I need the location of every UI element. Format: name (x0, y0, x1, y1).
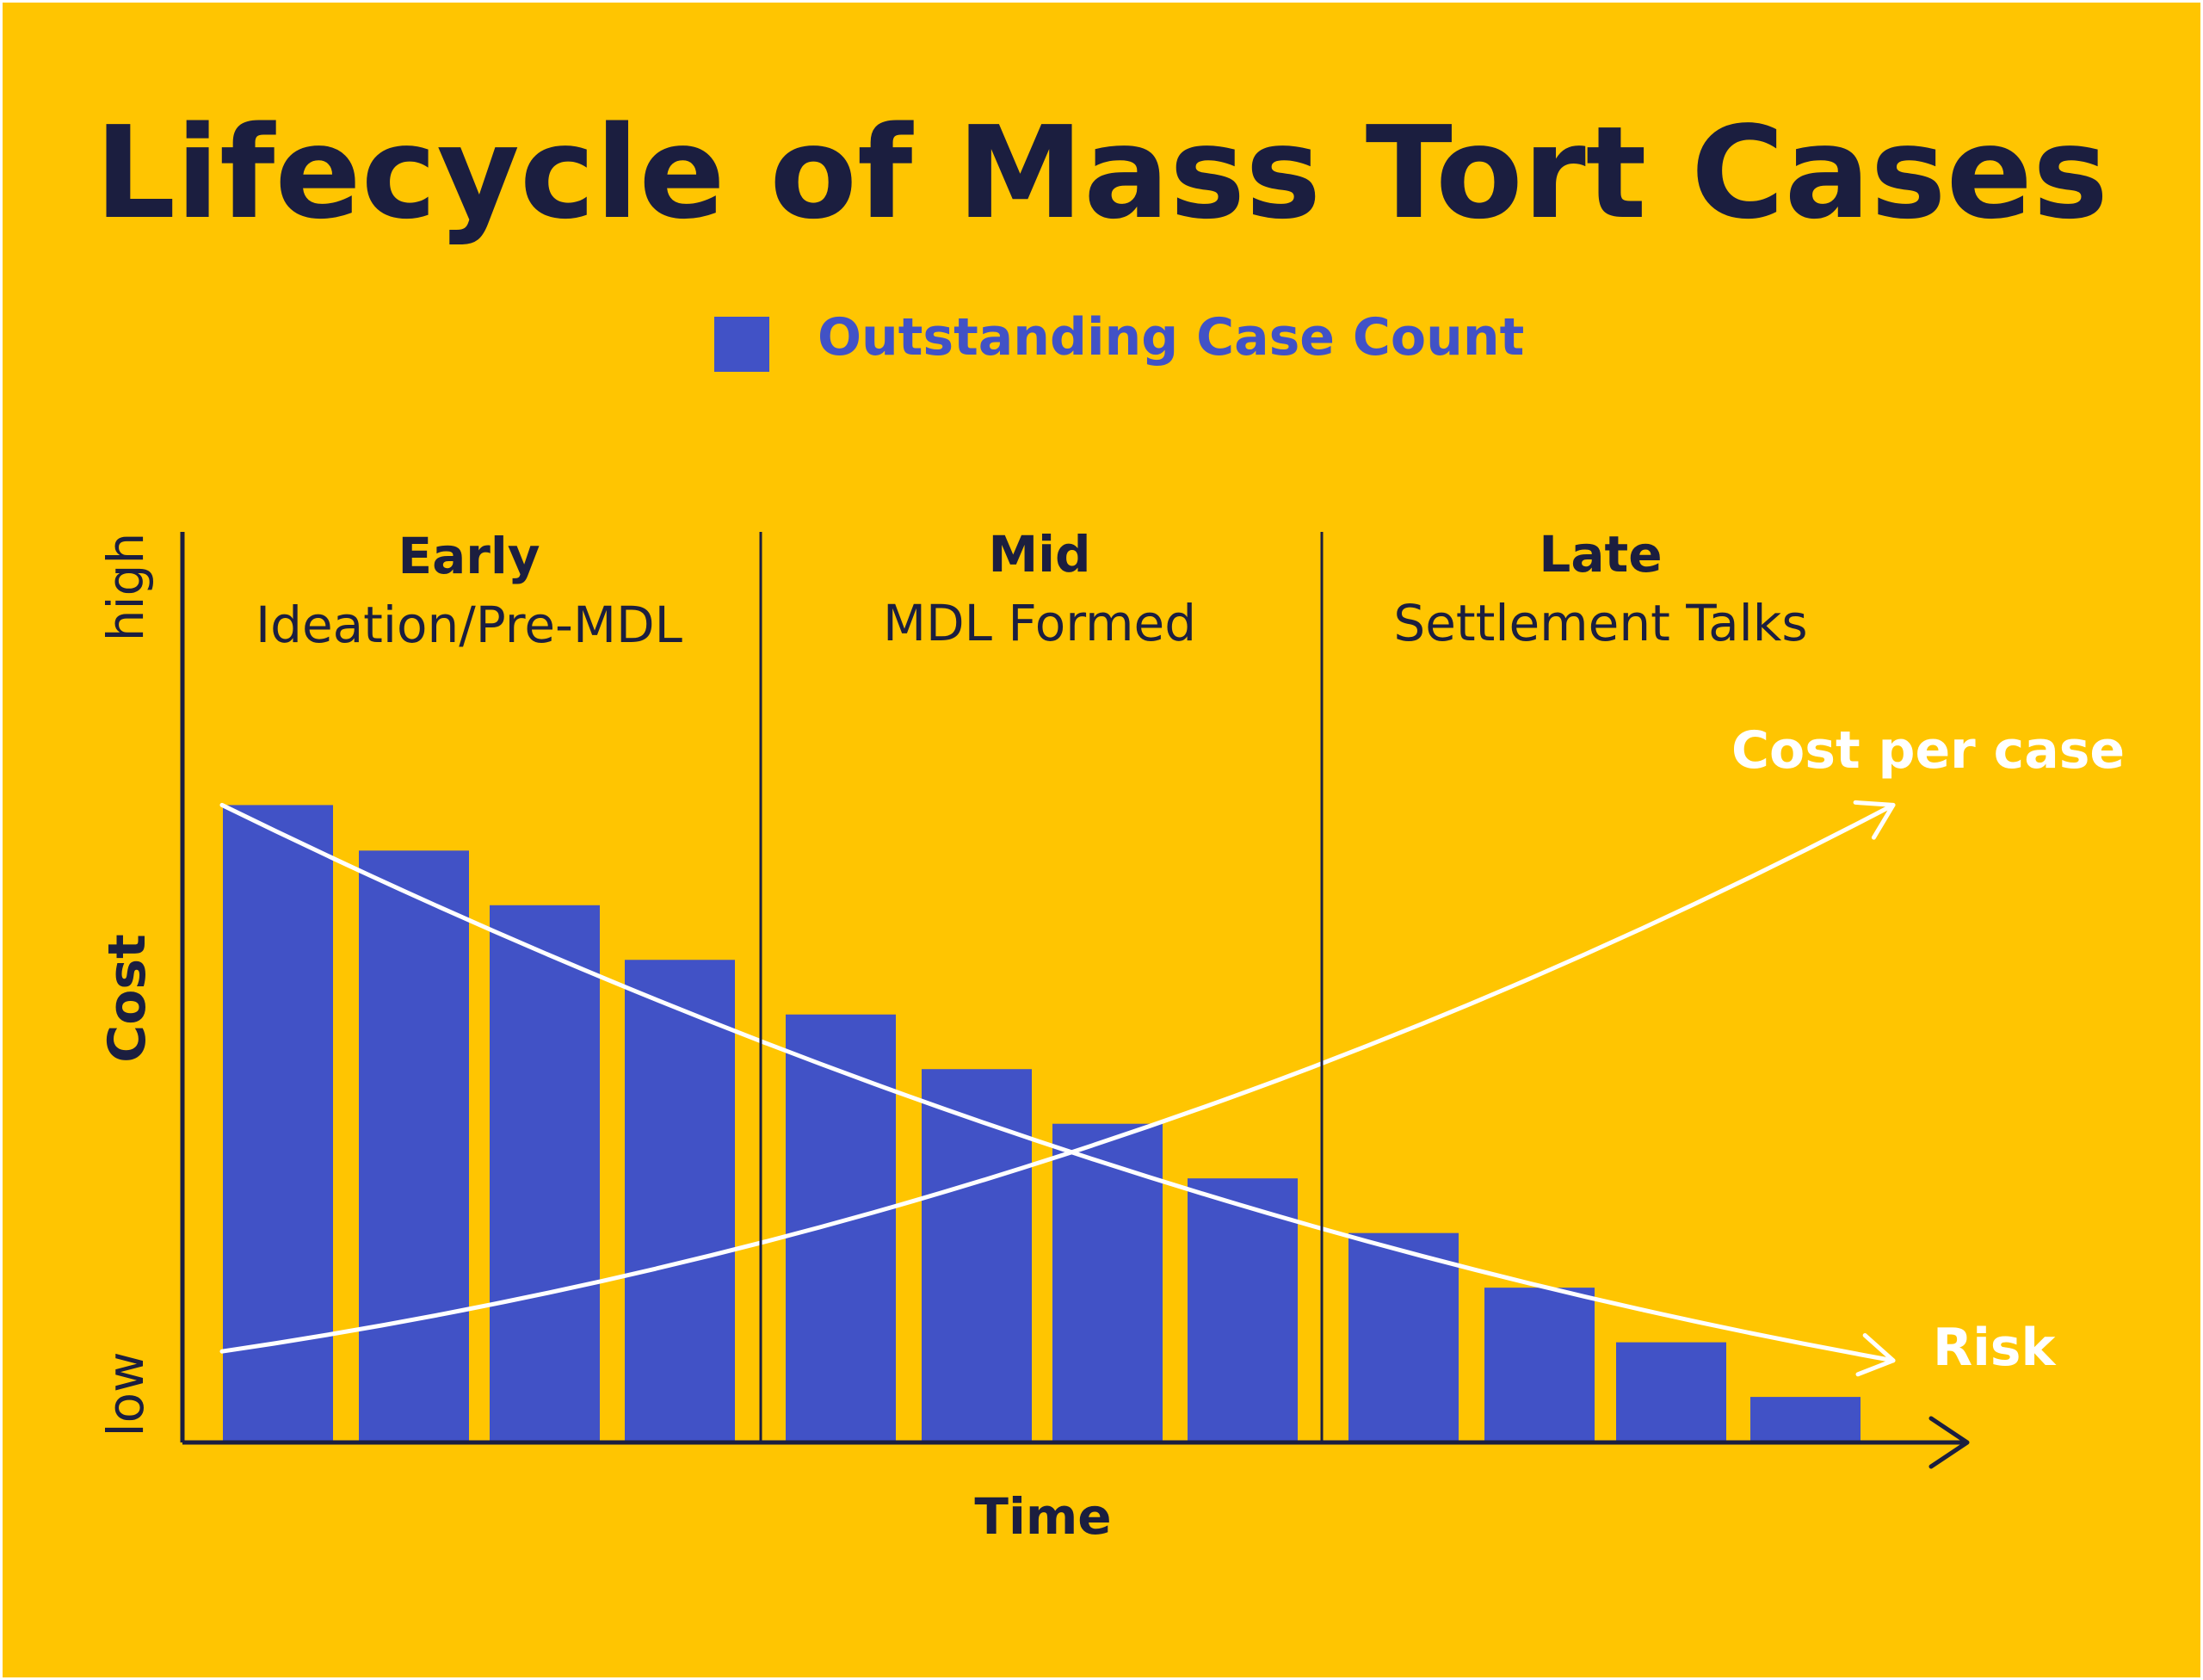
phase-early-description: Ideation/Pre-MDL (256, 596, 682, 654)
bar-7 (1052, 1123, 1163, 1442)
bar-10 (1484, 1288, 1595, 1442)
phase-late-description: Settlement Talks (1393, 594, 1807, 652)
cost-per-case-arrowhead (1853, 800, 1896, 840)
x-axis-title: Time (974, 1487, 1111, 1546)
x-axis-arrowhead (1928, 1416, 1970, 1469)
phase-headers: Early Ideation/Pre-MDL Mid MDL Formed La… (256, 525, 1808, 654)
phase-dividers (759, 532, 1324, 1442)
legend-swatch (714, 317, 769, 372)
cost-per-case-curve (219, 802, 1896, 1354)
bar-5 (786, 1014, 896, 1442)
bar-4 (625, 960, 735, 1442)
bars-group (223, 805, 1861, 1442)
risk-arrowhead (1855, 1333, 1896, 1377)
legend-label: Outstanding Case Count (818, 307, 1524, 368)
bar-12 (1750, 1397, 1861, 1442)
axes (180, 532, 1970, 1469)
risk-curve (219, 802, 1896, 1363)
bar-6 (922, 1069, 1032, 1442)
legend: Outstanding Case Count (714, 307, 1524, 372)
bar-8 (1188, 1178, 1298, 1442)
y-axis-title: Cost (97, 934, 157, 1063)
series-label-risk: Risk (1933, 1318, 2057, 1378)
series-label-cost-per-case: Cost per case (1731, 720, 2125, 781)
phase-early-name: Early (398, 527, 540, 585)
y-tick-high: high (96, 533, 155, 641)
phase-mid-description: MDL Formed (883, 594, 1196, 652)
phase-mid-name: Mid (988, 525, 1090, 584)
y-tick-low: low (96, 1351, 155, 1436)
bar-2 (359, 850, 469, 1442)
bar-9 (1348, 1232, 1459, 1442)
chart-title: Lifecycle of Mass Tort Cases (95, 99, 2108, 247)
curves-group (219, 800, 1896, 1377)
phase-late-name: Late (1539, 525, 1662, 584)
bar-3 (490, 905, 600, 1442)
bar-11 (1616, 1342, 1726, 1442)
